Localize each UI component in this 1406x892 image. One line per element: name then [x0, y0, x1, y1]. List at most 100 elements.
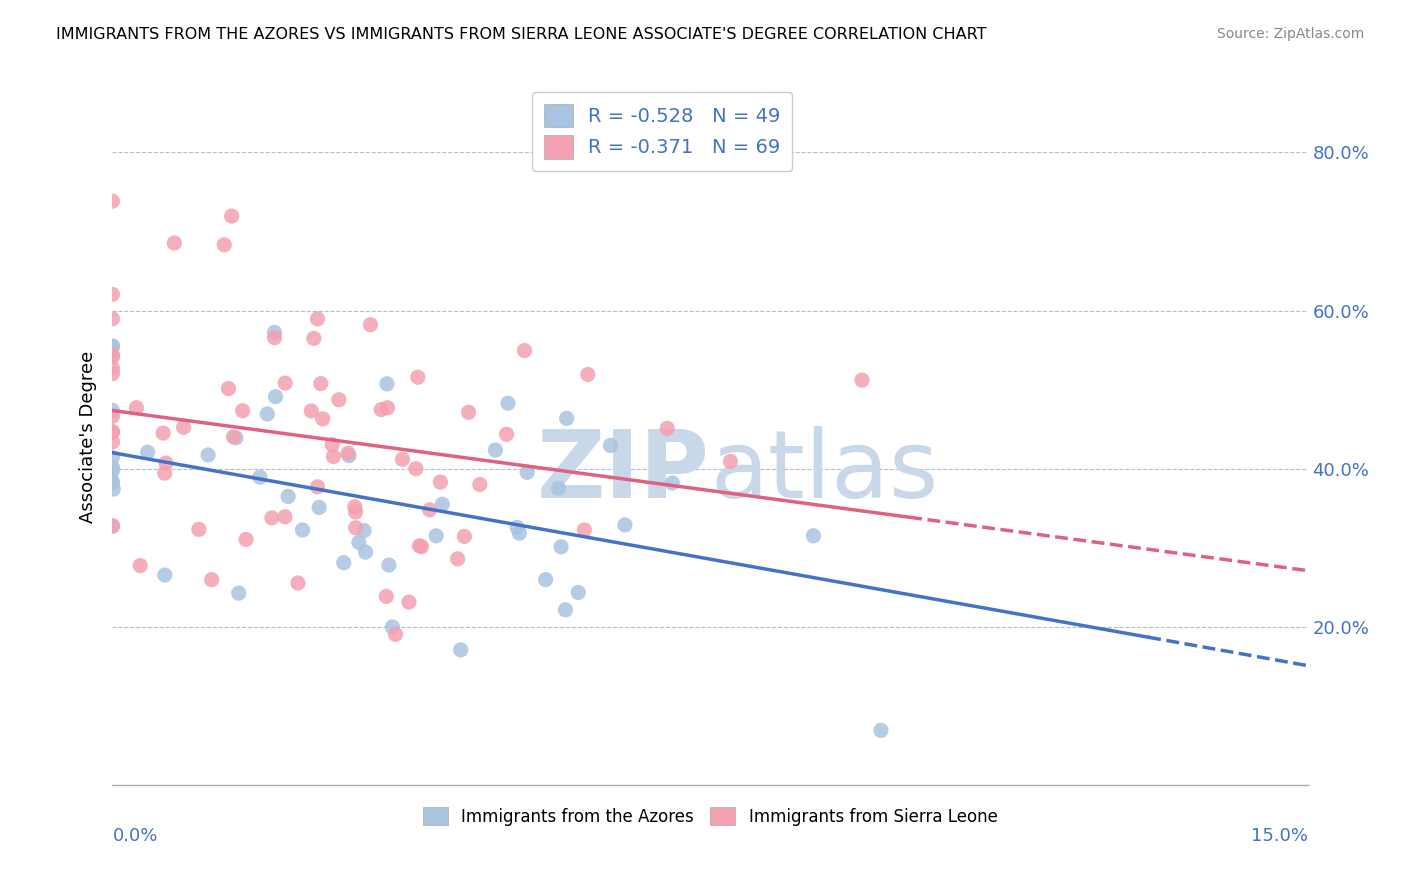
Point [328, 392, 350, 407]
Text: 0.0%: 0.0% [112, 827, 157, 845]
Point [197, 448, 219, 462]
Point [101, 348, 124, 362]
Point [153, 568, 176, 582]
Point [101, 425, 124, 439]
Point [495, 427, 517, 442]
Point [567, 585, 589, 599]
Point [375, 590, 398, 604]
Point [354, 545, 377, 559]
Point [347, 535, 370, 549]
Point [496, 396, 519, 410]
Point [101, 425, 124, 440]
Point [547, 481, 569, 495]
Point [302, 331, 325, 345]
Point [249, 470, 271, 484]
Point [101, 339, 124, 353]
Point [101, 361, 124, 376]
Point [101, 464, 124, 478]
Point [457, 405, 479, 419]
Point [613, 517, 636, 532]
Point [661, 476, 683, 491]
Point [235, 533, 257, 547]
Point [260, 511, 283, 525]
Point [299, 404, 322, 418]
Point [222, 430, 245, 444]
Point [101, 367, 124, 381]
Point [129, 558, 152, 573]
Text: Source: ZipAtlas.com: Source: ZipAtlas.com [1216, 27, 1364, 41]
Point [163, 235, 186, 250]
Point [870, 723, 893, 738]
Point [307, 480, 329, 494]
Point [263, 331, 285, 345]
Point [425, 529, 447, 543]
Point [332, 556, 354, 570]
Point [419, 503, 441, 517]
Point [101, 403, 124, 417]
Point [344, 505, 367, 519]
Y-axis label: Associate's Degree: Associate's Degree [79, 351, 97, 524]
Point [322, 450, 344, 464]
Point [720, 454, 742, 468]
Text: ZIP: ZIP [537, 425, 710, 518]
Point [101, 475, 124, 490]
Point [312, 412, 335, 426]
Text: atlas: atlas [710, 425, 938, 518]
Point [405, 461, 427, 475]
Point [343, 500, 366, 514]
Point [309, 376, 332, 391]
Point [277, 490, 299, 504]
Point [468, 477, 491, 491]
Point [101, 450, 124, 465]
Point [370, 402, 392, 417]
Point [484, 443, 506, 458]
Point [125, 401, 148, 415]
Point [406, 370, 429, 384]
Point [321, 437, 343, 451]
Point [152, 426, 174, 441]
Point [453, 529, 475, 543]
Point [308, 500, 330, 515]
Point [101, 350, 124, 364]
Point [576, 368, 599, 382]
Point [655, 421, 678, 435]
Point [101, 460, 124, 475]
Point [534, 573, 557, 587]
Point [232, 403, 254, 417]
Point [599, 438, 621, 452]
Point [173, 420, 195, 434]
Point [378, 558, 401, 572]
Point [256, 407, 278, 421]
Point [432, 497, 454, 511]
Point [274, 376, 297, 391]
Point [263, 326, 285, 340]
Point [225, 431, 247, 445]
Point [101, 339, 124, 353]
Point [803, 529, 825, 543]
Point [398, 595, 420, 609]
Point [101, 311, 124, 326]
Text: IMMIGRANTS FROM THE AZORES VS IMMIGRANTS FROM SIERRA LEONE ASSOCIATE'S DEGREE CO: IMMIGRANTS FROM THE AZORES VS IMMIGRANTS… [56, 27, 987, 42]
Point [101, 518, 124, 533]
Point [344, 521, 367, 535]
Point [506, 520, 529, 534]
Point [550, 540, 572, 554]
Point [153, 466, 176, 480]
Point [429, 475, 451, 489]
Point [337, 446, 360, 460]
Point [851, 373, 873, 387]
Point [384, 627, 406, 641]
Point [450, 643, 472, 657]
Point [359, 318, 381, 332]
Point [155, 456, 177, 470]
Legend: Immigrants from the Azores, Immigrants from Sierra Leone: Immigrants from the Azores, Immigrants f… [416, 801, 1004, 832]
Point [353, 524, 375, 538]
Point [136, 445, 159, 459]
Point [375, 376, 398, 391]
Point [101, 519, 124, 533]
Point [291, 523, 314, 537]
Point [101, 475, 124, 489]
Point [101, 434, 124, 449]
Point [377, 401, 399, 415]
Text: 15.0%: 15.0% [1250, 827, 1308, 845]
